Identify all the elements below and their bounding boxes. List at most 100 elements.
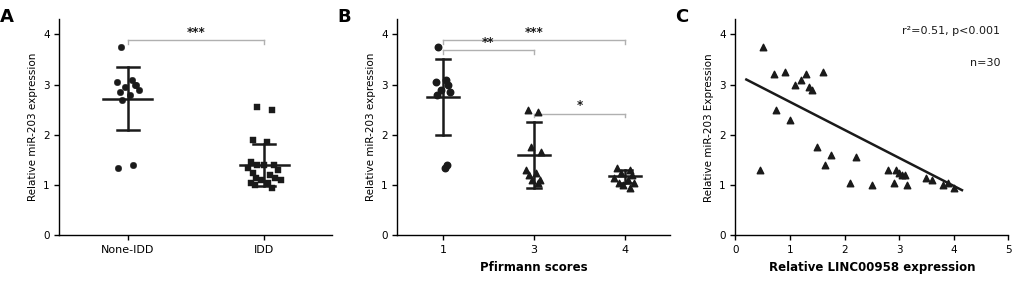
Point: [940, 180, 956, 185]
Point: [130, 87, 147, 92]
X-axis label: Pfirmann scores: Pfirmann scores: [480, 261, 587, 274]
Point: [933, 183, 950, 187]
Point: [113, 45, 129, 49]
Point: [527, 170, 543, 175]
Point: [264, 107, 280, 112]
Point: [891, 170, 907, 175]
Text: n=30: n=30: [969, 58, 1000, 68]
Point: [624, 173, 640, 177]
Point: [945, 185, 961, 190]
Y-axis label: Relative miR-203 Expression: Relative miR-203 Expression: [703, 53, 713, 202]
Point: [622, 168, 638, 172]
Point: [619, 178, 635, 182]
Point: [126, 82, 143, 87]
Point: [798, 72, 814, 77]
Text: B: B: [337, 8, 351, 27]
Point: [800, 85, 816, 89]
X-axis label: Relative LINC00958 expression: Relative LINC00958 expression: [768, 261, 974, 274]
Point: [432, 87, 448, 92]
Point: [111, 90, 127, 94]
Point: [114, 97, 130, 102]
Point: [520, 107, 536, 112]
Point: [261, 173, 277, 177]
Point: [267, 175, 283, 180]
Point: [272, 178, 288, 182]
Point: [524, 178, 540, 182]
Point: [622, 185, 638, 190]
Point: [249, 163, 265, 167]
Point: [259, 140, 275, 145]
Point: [247, 183, 263, 187]
Point: [430, 45, 446, 49]
Text: C: C: [675, 8, 688, 27]
Point: [841, 180, 857, 185]
Point: [243, 180, 259, 185]
Point: [123, 77, 140, 82]
Point: [427, 80, 443, 84]
Point: [437, 77, 453, 82]
Point: [125, 163, 142, 167]
Point: [787, 82, 803, 87]
Point: [127, 82, 144, 87]
Point: [109, 80, 125, 84]
Point: [782, 118, 798, 122]
Point: [245, 138, 261, 142]
Point: [612, 170, 629, 175]
Text: ***: ***: [524, 26, 543, 39]
Point: [614, 183, 631, 187]
Point: [523, 145, 539, 150]
Point: [110, 165, 126, 170]
Point: [808, 145, 824, 150]
Text: *: *: [576, 99, 582, 112]
Point: [605, 175, 622, 180]
Point: [436, 165, 452, 170]
Point: [517, 168, 533, 172]
Point: [117, 85, 133, 89]
Text: **: **: [482, 36, 494, 49]
Point: [608, 165, 625, 170]
Point: [249, 105, 265, 109]
Point: [899, 183, 915, 187]
Point: [256, 163, 272, 167]
Point: [245, 170, 261, 175]
Point: [438, 163, 454, 167]
Text: A: A: [0, 8, 13, 27]
Point: [626, 180, 642, 185]
Text: r²=0.51, p<0.001: r²=0.51, p<0.001: [901, 26, 1000, 36]
Point: [248, 175, 264, 180]
Point: [529, 180, 545, 185]
Y-axis label: Relative miR-203 expression: Relative miR-203 expression: [28, 53, 38, 201]
Point: [863, 183, 879, 187]
Point: [917, 175, 933, 180]
Point: [260, 180, 276, 185]
Point: [816, 163, 833, 167]
Point: [896, 173, 912, 177]
Point: [532, 178, 548, 182]
Point: [429, 92, 445, 97]
Point: [923, 178, 940, 182]
Point: [269, 168, 285, 172]
Point: [822, 153, 839, 157]
Point: [879, 168, 896, 172]
Point: [239, 165, 256, 170]
Y-axis label: Relative miR-203 expression: Relative miR-203 expression: [365, 53, 375, 201]
Point: [441, 90, 458, 94]
Point: [792, 77, 808, 82]
Point: [440, 82, 457, 87]
Point: [609, 180, 626, 185]
Point: [767, 107, 784, 112]
Point: [775, 70, 792, 74]
Point: [847, 155, 863, 160]
Point: [533, 150, 549, 155]
Text: ***: ***: [186, 26, 205, 39]
Point: [243, 160, 259, 165]
Point: [884, 180, 901, 185]
Point: [888, 168, 904, 172]
Point: [893, 173, 909, 177]
Point: [814, 70, 830, 74]
Point: [754, 45, 770, 49]
Point: [764, 72, 781, 77]
Point: [264, 185, 280, 190]
Point: [253, 178, 269, 182]
Point: [265, 163, 281, 167]
